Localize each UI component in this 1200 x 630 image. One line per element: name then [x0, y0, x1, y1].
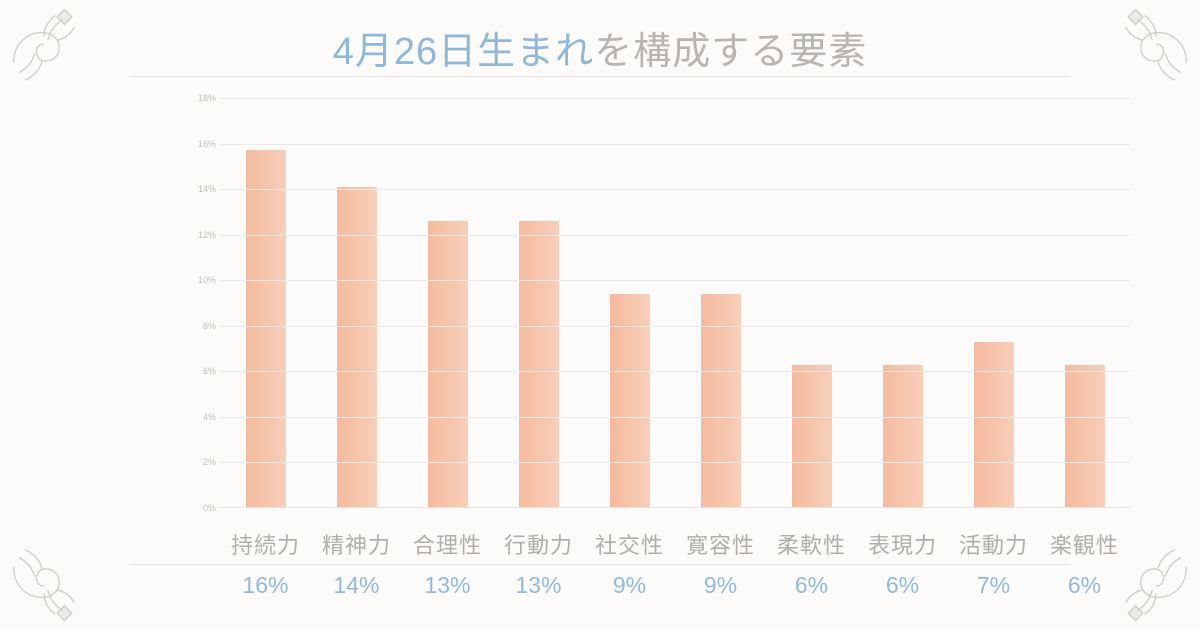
title-rest: を構成する要素: [594, 31, 867, 73]
gridline: [220, 235, 1130, 236]
y-tick-label: 4%: [192, 412, 216, 422]
category-label: 柔軟性: [766, 528, 857, 560]
bar: [974, 342, 1014, 508]
percent-label: 6%: [1039, 572, 1130, 599]
y-tick-label: 16%: [192, 139, 216, 149]
bar-slot: [857, 98, 948, 508]
category-label: 行動力: [493, 528, 584, 560]
bar-slot: [220, 98, 311, 508]
bar-chart: 0% 2% 4% 6% 8% 10% 12% 14% 16% 18%: [190, 88, 1130, 528]
y-tick-label: 14%: [192, 184, 216, 194]
bars-container: [220, 98, 1130, 508]
title-highlight: 4月26日生まれ: [333, 31, 594, 73]
gridline: [220, 144, 1130, 145]
category-label: 寛容性: [675, 528, 766, 560]
gridline: [220, 189, 1130, 190]
bar: [519, 221, 559, 508]
x-axis-line: [220, 507, 1130, 508]
chart-plot-area: 0%2%4%6%8%10%12%14%16%18%: [220, 98, 1130, 508]
category-label: 持続力: [220, 528, 311, 560]
gridline: [220, 462, 1130, 463]
bar-slot: [311, 98, 402, 508]
percent-label: 6%: [766, 572, 857, 599]
bar-slot: [402, 98, 493, 508]
category-label: 合理性: [402, 528, 493, 560]
page-title: 4月26日生まれを構成する要素: [0, 20, 1200, 75]
percent-label: 9%: [584, 572, 675, 599]
y-tick-label: 0%: [192, 503, 216, 513]
bar: [246, 150, 286, 508]
gridline: [220, 326, 1130, 327]
bar-slot: [675, 98, 766, 508]
bar-slot: [948, 98, 1039, 508]
y-tick-label: 8%: [192, 321, 216, 331]
category-labels-row: 持続力精神力合理性行動力社交性寛容性柔軟性表現力活動力楽観性: [220, 528, 1130, 560]
y-tick-label: 2%: [192, 457, 216, 467]
y-tick-label: 10%: [192, 275, 216, 285]
gridline: [220, 280, 1130, 281]
category-label: 表現力: [857, 528, 948, 560]
bar-slot: [1039, 98, 1130, 508]
y-tick-label: 6%: [192, 366, 216, 376]
bar-slot: [584, 98, 675, 508]
category-label: 社交性: [584, 528, 675, 560]
category-label: 活動力: [948, 528, 1039, 560]
percent-label: 6%: [857, 572, 948, 599]
bar: [792, 365, 832, 509]
percent-label: 9%: [675, 572, 766, 599]
category-label: 精神力: [311, 528, 402, 560]
ornament-bottom-left: [6, 529, 101, 624]
category-label: 楽観性: [1039, 528, 1130, 560]
bar: [428, 221, 468, 508]
bar: [1065, 365, 1105, 509]
y-tick-label: 18%: [192, 93, 216, 103]
labels-underline: [130, 564, 1070, 565]
title-underline: [130, 76, 1070, 77]
gridline: [220, 98, 1130, 99]
percent-label: 13%: [493, 572, 584, 599]
y-tick-label: 12%: [192, 230, 216, 240]
bar-slot: [766, 98, 857, 508]
percent-label: 13%: [402, 572, 493, 599]
percent-label: 16%: [220, 572, 311, 599]
gridline: [220, 371, 1130, 372]
percent-labels-row: 16%14%13%13%9%9%6%6%7%6%: [220, 572, 1130, 599]
bar-slot: [493, 98, 584, 508]
percent-label: 14%: [311, 572, 402, 599]
bar: [883, 365, 923, 509]
gridline: [220, 417, 1130, 418]
percent-label: 7%: [948, 572, 1039, 599]
